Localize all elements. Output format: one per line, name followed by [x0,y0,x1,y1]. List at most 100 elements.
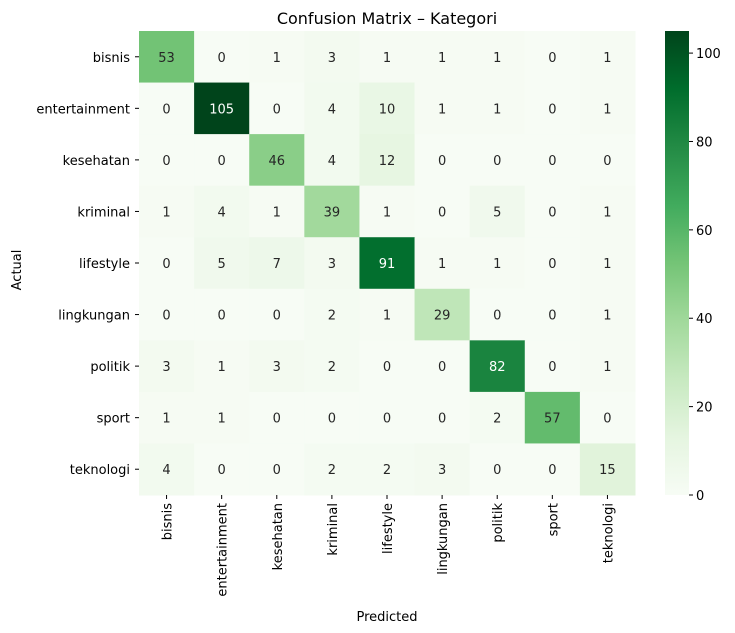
heatmap-cell [414,288,471,341]
colorbar-tick-label: 60 [696,224,713,239]
y-tick-label: politik [90,360,130,375]
cell-value-label: 1 [493,257,501,272]
cell-value-label: 29 [434,309,451,324]
cell-value-label: 12 [379,154,396,169]
heatmap-cell [524,237,581,290]
y-axis-ticks: bisnis entertainment kesehatan kriminal life… [36,51,139,478]
heatmap-cell [139,237,195,290]
cell-value-label: 0 [493,463,501,478]
heatmap-cell [469,134,526,187]
y-axis-label: Actual [10,250,25,291]
cell-value-label: 1 [162,205,170,220]
cell-value-label: 1 [383,51,391,66]
heatmap-cell [359,237,416,290]
cell-value-label: 2 [328,360,336,375]
y-tick-label: bisnis [93,51,130,66]
heatmap-cell [139,443,195,496]
heatmap-cell [194,134,250,187]
cell-value-label: 0 [438,154,446,169]
cell-value-label: 1 [438,102,446,117]
cell-value-label: 0 [162,102,170,117]
heatmap-cell [524,134,581,187]
colorbar-ticks: 0 20 40 60 80 100 [689,47,721,504]
heatmap-cell [194,31,250,84]
cell-value-label: 82 [489,360,506,375]
y-tick-label: kesehatan [63,154,130,169]
heatmap-cell [524,82,581,135]
x-tick-label: entertainment [216,503,231,597]
cell-value-label: 1 [603,309,611,324]
cell-value-label: 0 [603,412,611,427]
cell-value-label: 0 [328,412,336,427]
heatmap-cell [304,237,360,290]
cell-value-label: 1 [218,412,226,427]
cell-value-label: 0 [548,51,556,66]
heatmap-cell [524,185,581,238]
cell-value-label: 0 [603,154,611,169]
heatmap-cell [524,31,581,84]
cell-value-label: 2 [328,309,336,324]
cell-value-label: 0 [218,154,226,169]
heatmap-cell [139,340,195,393]
heatmap-cell [359,185,416,238]
cell-value-label: 91 [379,257,396,272]
cell-value-label: 0 [162,257,170,272]
cell-value-label: 0 [548,205,556,220]
heatmap-cell [249,134,305,187]
colorbar [665,31,689,495]
colorbar-tick-label: 40 [696,312,713,327]
cell-value-label: 3 [328,257,336,272]
cell-value-label: 0 [548,257,556,272]
heatmap-cell [579,237,636,290]
heatmap-cell [469,443,526,496]
x-tick-label: lifestyle [381,503,396,554]
cell-value-label: 1 [273,51,281,66]
x-tick-label: kriminal [326,503,341,556]
chart-title: Confusion Matrix – Kategori [277,9,497,28]
heatmap-cell [469,237,526,290]
cell-value-label: 2 [383,463,391,478]
cell-value-label: 0 [218,309,226,324]
cell-value-label: 0 [273,463,281,478]
cell-value-label: 1 [438,257,446,272]
cell-value-label: 4 [328,102,336,117]
heatmap-cell [359,134,416,187]
heatmap-cell [414,443,471,496]
cell-value-label: 39 [324,205,341,220]
heatmap-cell [249,31,305,84]
cell-value-label: 0 [162,154,170,169]
heatmap-cell [249,82,305,135]
cell-value-label: 53 [158,51,175,66]
heatmap-cell [304,82,360,135]
heatmap-cell [359,288,416,341]
heatmap-cell [304,134,360,187]
cell-value-label: 3 [162,360,170,375]
cell-value-label: 1 [493,51,501,66]
heatmap-cell [579,31,636,84]
cell-value-label: 0 [218,51,226,66]
y-tick-label: teknologi [70,463,130,478]
cell-value-label: 1 [273,205,281,220]
heatmap-cell [579,185,636,238]
heatmap-cell [414,31,471,84]
heatmap-cell [194,443,250,496]
cell-value-label: 57 [544,412,561,427]
cell-value-label: 0 [383,412,391,427]
cell-value-label: 3 [438,463,446,478]
cell-value-label: 15 [599,463,616,478]
cell-value-label: 1 [603,205,611,220]
heatmap-cell [469,185,526,238]
cell-value-label: 46 [269,154,286,169]
heatmap-cell [579,134,636,187]
heatmap-cell [139,31,195,84]
cell-value-label: 105 [209,102,234,117]
cell-value-label: 0 [493,154,501,169]
heatmap-cell [414,340,471,393]
cell-value-label: 2 [493,412,501,427]
heatmap-cell [304,340,360,393]
heatmap-cell [194,340,250,393]
heatmap-cell [304,185,360,238]
y-tick-label: sport [97,412,130,427]
heatmap-cell [579,443,636,496]
heatmap-cell [194,82,250,135]
